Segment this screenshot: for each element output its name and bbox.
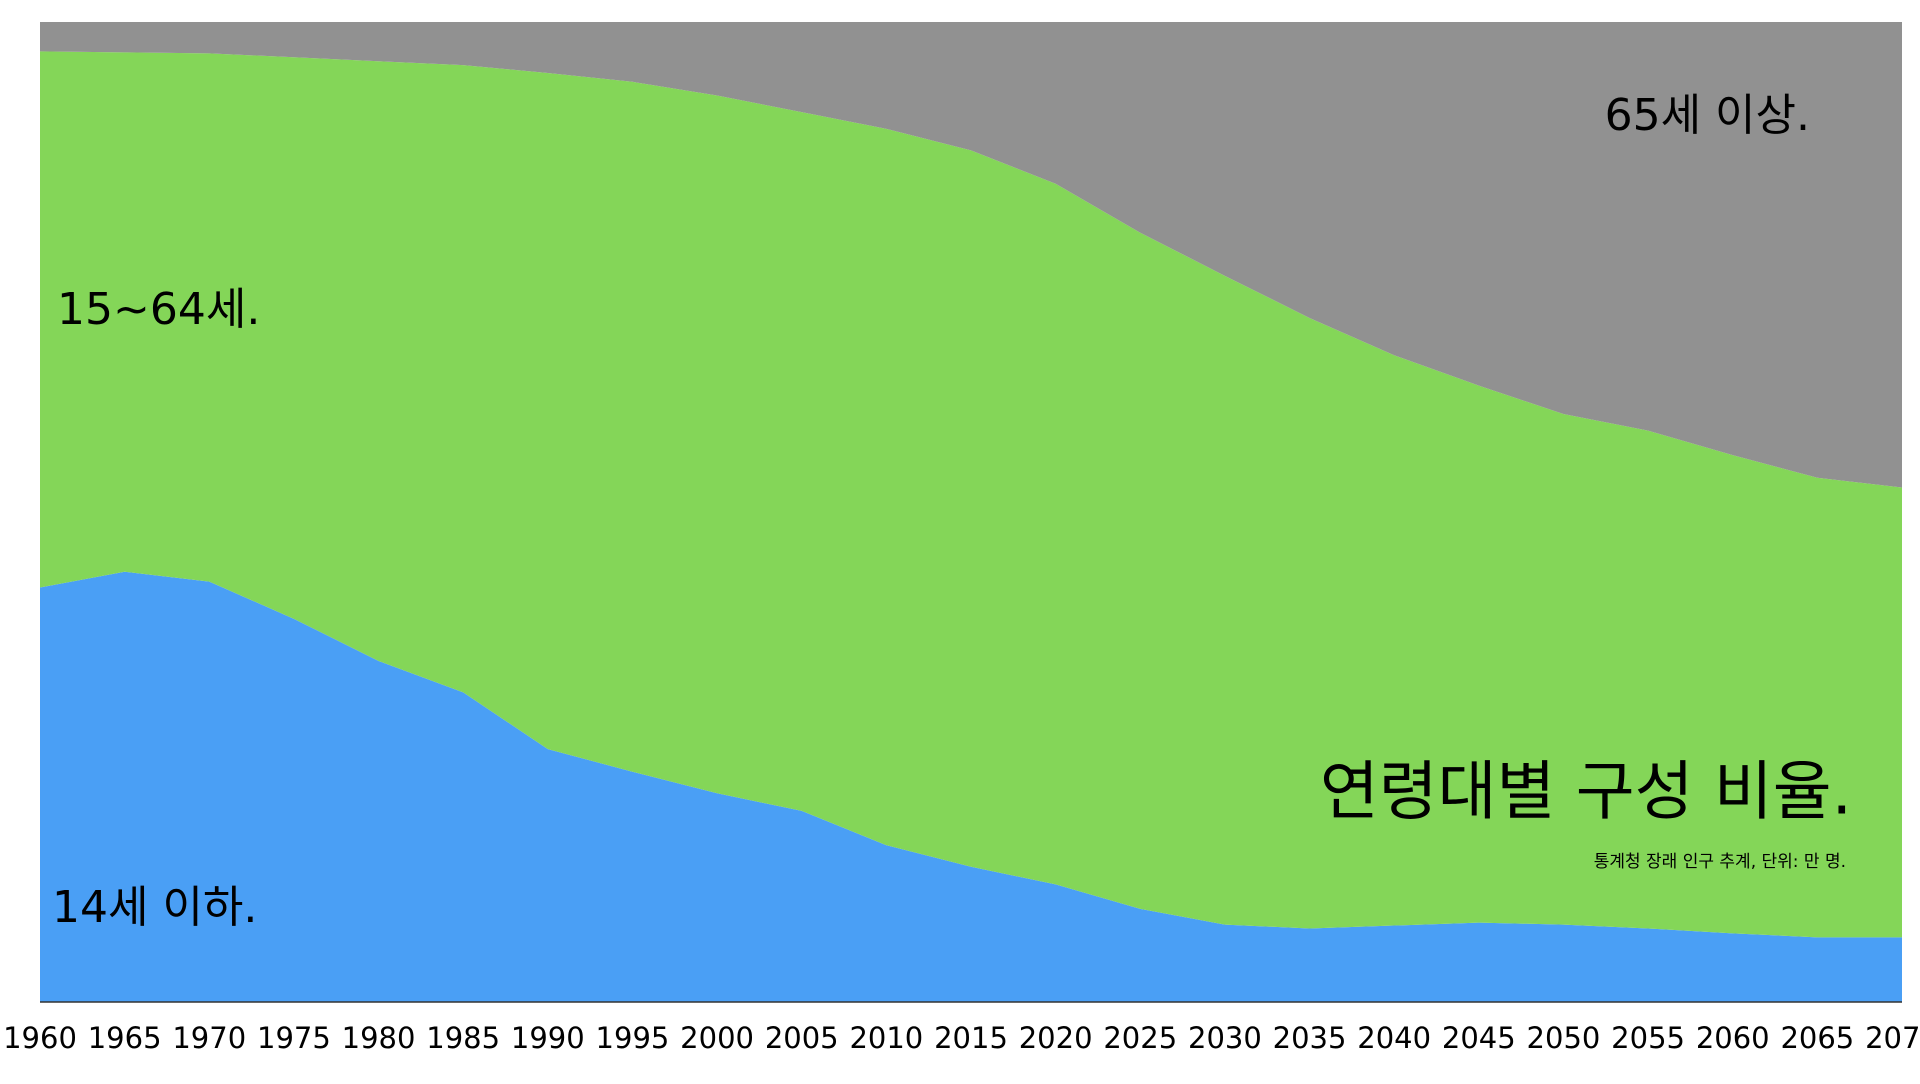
x-tick-label: 2035 <box>1273 1021 1347 1055</box>
areas <box>40 22 1902 1002</box>
x-tick-label: 2050 <box>1527 1021 1601 1055</box>
x-tick-label: 2055 <box>1611 1021 1685 1055</box>
x-tick-label: 2010 <box>849 1021 923 1055</box>
x-tick-label: 1985 <box>426 1021 500 1055</box>
x-tick-label: 1960 <box>3 1021 77 1055</box>
x-tick-label: 1995 <box>596 1021 670 1055</box>
x-tick-label: 1970 <box>172 1021 246 1055</box>
x-tick-label: 2025 <box>1103 1021 1177 1055</box>
x-tick-label: 1965 <box>88 1021 162 1055</box>
x-tick-label: 2020 <box>1019 1021 1093 1055</box>
x-tick-label: 2045 <box>1442 1021 1516 1055</box>
legend-label: 65세 이상. <box>1605 90 1810 141</box>
x-tick-label: 2005 <box>765 1021 839 1055</box>
area <box>40 51 1902 938</box>
x-tick-label: 1980 <box>342 1021 416 1055</box>
chart-title: 연령대별 구성 비율. <box>1320 756 1852 830</box>
x-tick-label: 2000 <box>680 1021 754 1055</box>
legend-label: 14세 이하. <box>52 882 257 933</box>
chart-subtitle: 통계청 장래 인구 추계, 단위: 만 명. <box>1594 852 1846 872</box>
area <box>40 571 1902 1002</box>
x-tick-label: 2015 <box>934 1021 1008 1055</box>
legend-label: 15~64세. <box>57 284 260 335</box>
x-tick-label: 2040 <box>1357 1021 1431 1055</box>
x-tick-label: 2065 <box>1780 1021 1854 1055</box>
x-tick-label: 2030 <box>1188 1021 1262 1055</box>
x-tick-label: 2070 <box>1865 1021 1920 1055</box>
x-tick-label: 1990 <box>511 1021 585 1055</box>
area <box>40 22 1902 488</box>
x-tick-label: 1975 <box>257 1021 331 1055</box>
x-tick-label: 2060 <box>1696 1021 1770 1055</box>
